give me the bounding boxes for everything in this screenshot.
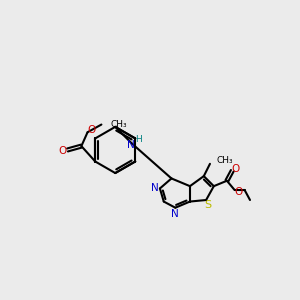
Text: N: N <box>171 209 179 219</box>
Text: S: S <box>204 200 211 210</box>
Text: CH₃: CH₃ <box>216 156 233 165</box>
Text: CH₃: CH₃ <box>111 120 127 129</box>
Text: N: N <box>127 140 134 150</box>
Text: O: O <box>59 146 67 157</box>
Text: O: O <box>231 164 239 174</box>
Text: O: O <box>234 187 243 196</box>
Text: O: O <box>87 125 95 135</box>
Text: N: N <box>152 184 159 194</box>
Text: H: H <box>135 135 142 144</box>
